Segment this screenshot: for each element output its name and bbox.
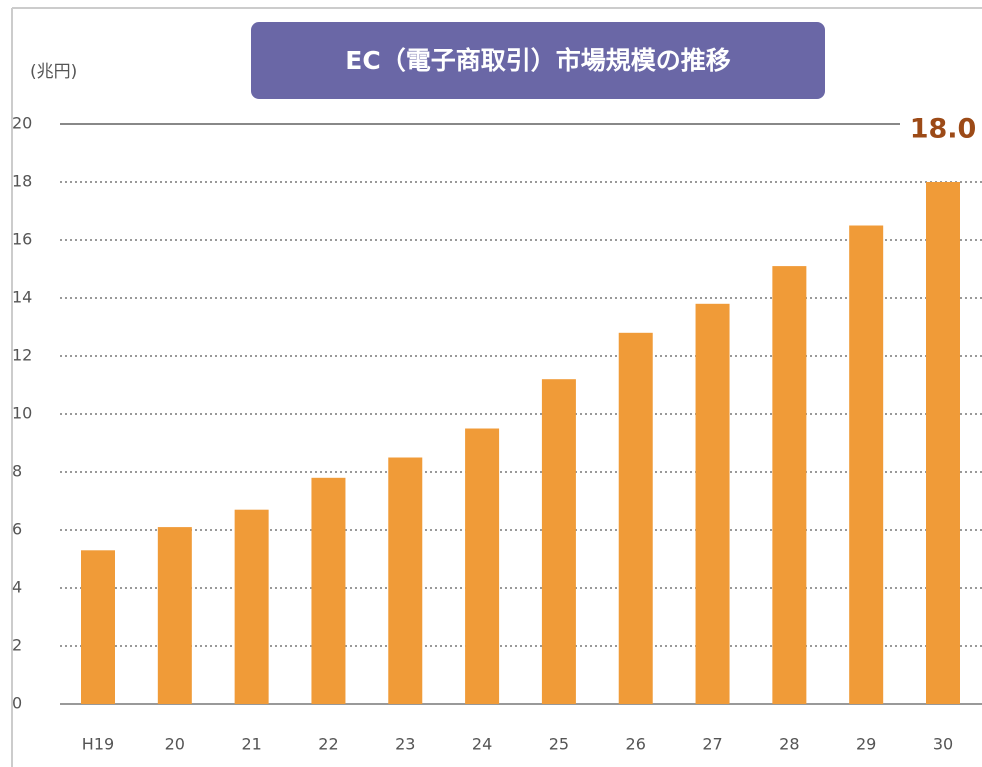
y-tick-label: 18: [12, 172, 32, 191]
x-tick-label: 23: [395, 735, 415, 754]
y-tick-label: 20: [12, 114, 32, 133]
x-tick-label: 27: [702, 735, 722, 754]
y-tick-label: 12: [12, 346, 32, 365]
y-tick-label: 14: [12, 288, 32, 307]
x-tick-label: 22: [318, 735, 338, 754]
value-label: 18.0: [910, 114, 977, 145]
y-tick-label: 10: [12, 404, 32, 423]
x-tick-label: 30: [933, 735, 953, 754]
y-axis-label: (兆円): [30, 62, 77, 82]
x-tick-label: 29: [856, 735, 876, 754]
x-tick-label: 28: [779, 735, 799, 754]
y-tick-label: 4: [12, 578, 22, 597]
y-tick-label: 2: [12, 636, 22, 655]
bar: [311, 477, 346, 704]
x-tick-label: 26: [626, 735, 646, 754]
bar: [695, 303, 730, 704]
bar: [618, 332, 653, 704]
y-tick-label: 0: [12, 694, 22, 713]
bar: [157, 527, 192, 704]
y-tick-label: 16: [12, 230, 32, 249]
x-tick-label: 20: [165, 735, 185, 754]
y-tick-label: 6: [12, 520, 22, 539]
x-tick-label: 24: [472, 735, 492, 754]
bar: [541, 379, 576, 704]
title-box: [251, 22, 825, 99]
bar: [772, 266, 807, 704]
bar: [234, 509, 269, 704]
x-tick-label: H19: [82, 735, 114, 754]
y-tick-label: 8: [12, 462, 22, 481]
x-tick-label: 21: [241, 735, 261, 754]
bar: [849, 225, 884, 704]
bar: [926, 182, 960, 704]
bar: [81, 550, 115, 704]
chart-title: EC（電子商取引）市場規模の推移: [345, 46, 730, 75]
x-tick-label: 25: [549, 735, 569, 754]
bar: [465, 428, 500, 704]
bar: [388, 457, 423, 704]
